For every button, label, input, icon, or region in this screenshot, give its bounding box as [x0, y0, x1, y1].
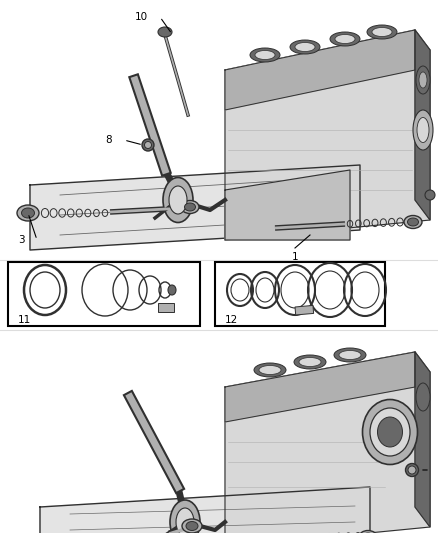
Ellipse shape — [299, 358, 321, 367]
Ellipse shape — [255, 51, 275, 60]
Ellipse shape — [370, 408, 410, 456]
Polygon shape — [415, 352, 430, 527]
Ellipse shape — [250, 48, 280, 62]
Ellipse shape — [145, 141, 152, 149]
Ellipse shape — [181, 200, 199, 214]
Polygon shape — [30, 165, 360, 250]
Ellipse shape — [21, 208, 35, 218]
Bar — [215, 262, 385, 326]
Ellipse shape — [169, 186, 187, 214]
Polygon shape — [40, 487, 370, 533]
Polygon shape — [225, 352, 415, 422]
Ellipse shape — [295, 43, 315, 52]
Ellipse shape — [176, 508, 194, 533]
Ellipse shape — [184, 203, 195, 211]
Ellipse shape — [407, 218, 418, 226]
Bar — [295, 305, 314, 315]
Polygon shape — [225, 352, 430, 533]
Text: 3: 3 — [18, 235, 25, 245]
Ellipse shape — [170, 500, 200, 533]
Ellipse shape — [425, 190, 435, 200]
Ellipse shape — [17, 205, 39, 221]
Ellipse shape — [372, 28, 392, 36]
Ellipse shape — [417, 117, 429, 142]
Ellipse shape — [363, 400, 417, 464]
Ellipse shape — [334, 348, 366, 362]
Bar — [158, 303, 174, 312]
Text: 11: 11 — [18, 315, 31, 325]
Ellipse shape — [419, 72, 427, 88]
Ellipse shape — [182, 519, 202, 533]
Text: 1: 1 — [292, 252, 298, 262]
Ellipse shape — [413, 110, 433, 150]
Ellipse shape — [158, 27, 172, 37]
Polygon shape — [225, 30, 430, 240]
Ellipse shape — [168, 285, 176, 295]
Ellipse shape — [186, 521, 198, 530]
Text: 8: 8 — [106, 135, 112, 145]
Ellipse shape — [406, 464, 418, 477]
Ellipse shape — [378, 417, 403, 447]
Ellipse shape — [359, 530, 377, 533]
Polygon shape — [225, 170, 350, 240]
Ellipse shape — [335, 35, 355, 44]
Ellipse shape — [339, 351, 361, 359]
Ellipse shape — [163, 177, 193, 222]
Ellipse shape — [259, 366, 281, 375]
Polygon shape — [225, 30, 415, 110]
Ellipse shape — [294, 355, 326, 369]
Ellipse shape — [416, 383, 430, 411]
Ellipse shape — [367, 25, 397, 39]
Ellipse shape — [254, 363, 286, 377]
Ellipse shape — [290, 40, 320, 54]
Ellipse shape — [408, 466, 416, 474]
Ellipse shape — [142, 139, 154, 151]
Ellipse shape — [404, 215, 422, 229]
Text: 12: 12 — [225, 315, 238, 325]
Ellipse shape — [416, 66, 430, 94]
Text: 10: 10 — [135, 12, 148, 22]
Bar — [8, 262, 200, 326]
Polygon shape — [415, 30, 430, 220]
Ellipse shape — [330, 32, 360, 46]
